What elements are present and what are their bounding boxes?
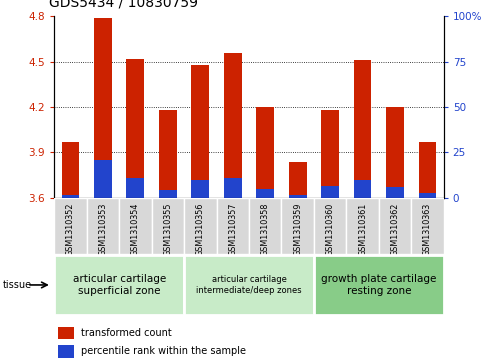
Bar	[249, 198, 282, 254]
Text: GSM1310360: GSM1310360	[325, 202, 335, 256]
Text: transformed count: transformed count	[81, 328, 172, 338]
Bar	[314, 198, 346, 254]
Bar	[256, 107, 274, 198]
Bar	[386, 187, 404, 198]
Bar	[159, 190, 177, 198]
Bar	[191, 65, 209, 198]
Text: GSM1310357: GSM1310357	[228, 202, 237, 256]
Bar	[94, 18, 112, 198]
Bar	[386, 107, 404, 198]
Bar	[353, 180, 372, 198]
Text: GSM1310352: GSM1310352	[66, 202, 75, 256]
Bar	[151, 198, 184, 254]
Text: percentile rank within the sample: percentile rank within the sample	[81, 346, 246, 356]
Bar	[289, 195, 307, 198]
Text: growth plate cartilage
resting zone: growth plate cartilage resting zone	[321, 274, 436, 296]
Text: GSM1310358: GSM1310358	[261, 202, 270, 256]
Bar	[282, 198, 314, 254]
Text: tissue: tissue	[2, 280, 32, 290]
Text: GSM1310354: GSM1310354	[131, 202, 140, 256]
Bar	[62, 195, 79, 198]
Bar	[346, 198, 379, 254]
Text: GSM1310355: GSM1310355	[163, 202, 173, 256]
FancyBboxPatch shape	[184, 255, 314, 315]
Bar	[159, 110, 177, 198]
Bar	[54, 198, 87, 254]
Text: GSM1310362: GSM1310362	[390, 202, 399, 256]
Bar	[191, 180, 209, 198]
Bar	[62, 142, 79, 198]
Text: articular cartilage
intermediate/deep zones: articular cartilage intermediate/deep zo…	[196, 275, 302, 295]
Bar	[224, 178, 242, 198]
Text: GSM1310361: GSM1310361	[358, 202, 367, 256]
FancyBboxPatch shape	[314, 255, 444, 315]
Text: GSM1310359: GSM1310359	[293, 202, 302, 256]
Bar	[119, 198, 151, 254]
Bar	[419, 142, 436, 198]
Text: GDS5434 / 10830759: GDS5434 / 10830759	[49, 0, 198, 9]
Bar	[58, 345, 73, 358]
Bar	[126, 59, 144, 198]
Bar	[94, 160, 112, 198]
Text: GSM1310353: GSM1310353	[99, 202, 107, 256]
Text: GSM1310356: GSM1310356	[196, 202, 205, 256]
Bar	[321, 110, 339, 198]
Bar	[379, 198, 411, 254]
Bar	[184, 198, 216, 254]
Text: articular cartilage
superficial zone: articular cartilage superficial zone	[72, 274, 166, 296]
Text: GSM1310363: GSM1310363	[423, 202, 432, 256]
Bar	[321, 186, 339, 198]
FancyBboxPatch shape	[54, 255, 184, 315]
Bar	[224, 53, 242, 198]
Bar	[419, 193, 436, 198]
Bar	[411, 198, 444, 254]
Bar	[126, 178, 144, 198]
Bar	[353, 60, 372, 198]
Bar	[216, 198, 249, 254]
Bar	[256, 189, 274, 198]
Bar	[289, 162, 307, 198]
Bar	[87, 198, 119, 254]
Bar	[58, 327, 73, 339]
